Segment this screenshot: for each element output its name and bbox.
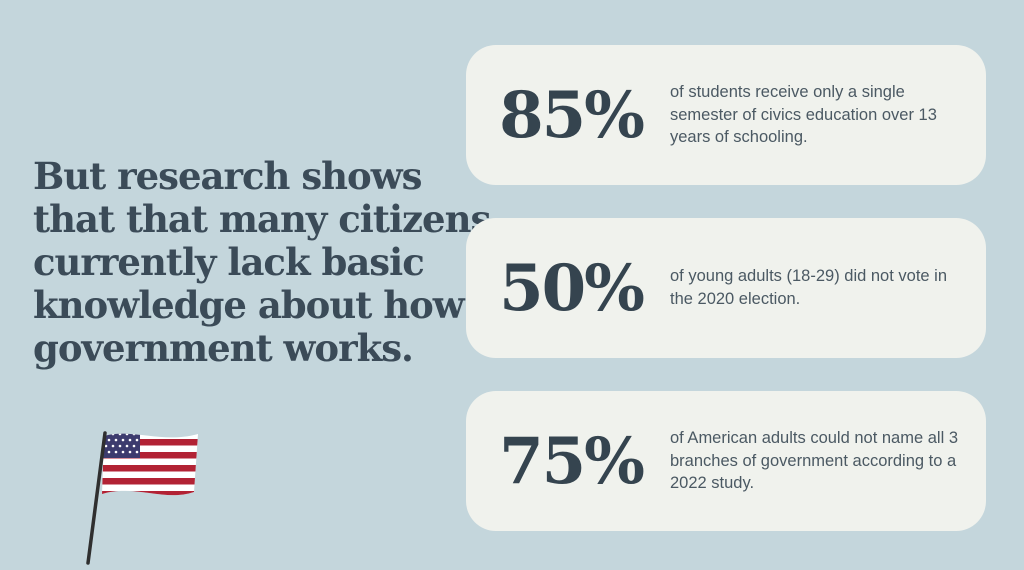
us-flag-icon [86,431,198,565]
stat-card-85: 85% of students receive only a single se… [466,45,986,185]
stat-value: 75% [499,423,645,499]
stat-description: of students receive only a single semest… [670,82,937,147]
stat-card-50: 50% of young adults (18-29) did not vote… [466,218,986,358]
stat-card-75: 75% of American adults could not name al… [466,391,986,531]
stat-description: of American adults could not name all 3 … [670,428,959,493]
stat-value: 50% [499,250,645,326]
us-flag-illustration [62,420,212,565]
headline-text: But research shows that that many citize… [33,154,491,370]
stat-description: of young adults (18-29) did not vote in … [670,267,948,308]
stat-value: 85% [499,77,645,153]
stat-cards: 85% of students receive only a single se… [466,45,986,531]
